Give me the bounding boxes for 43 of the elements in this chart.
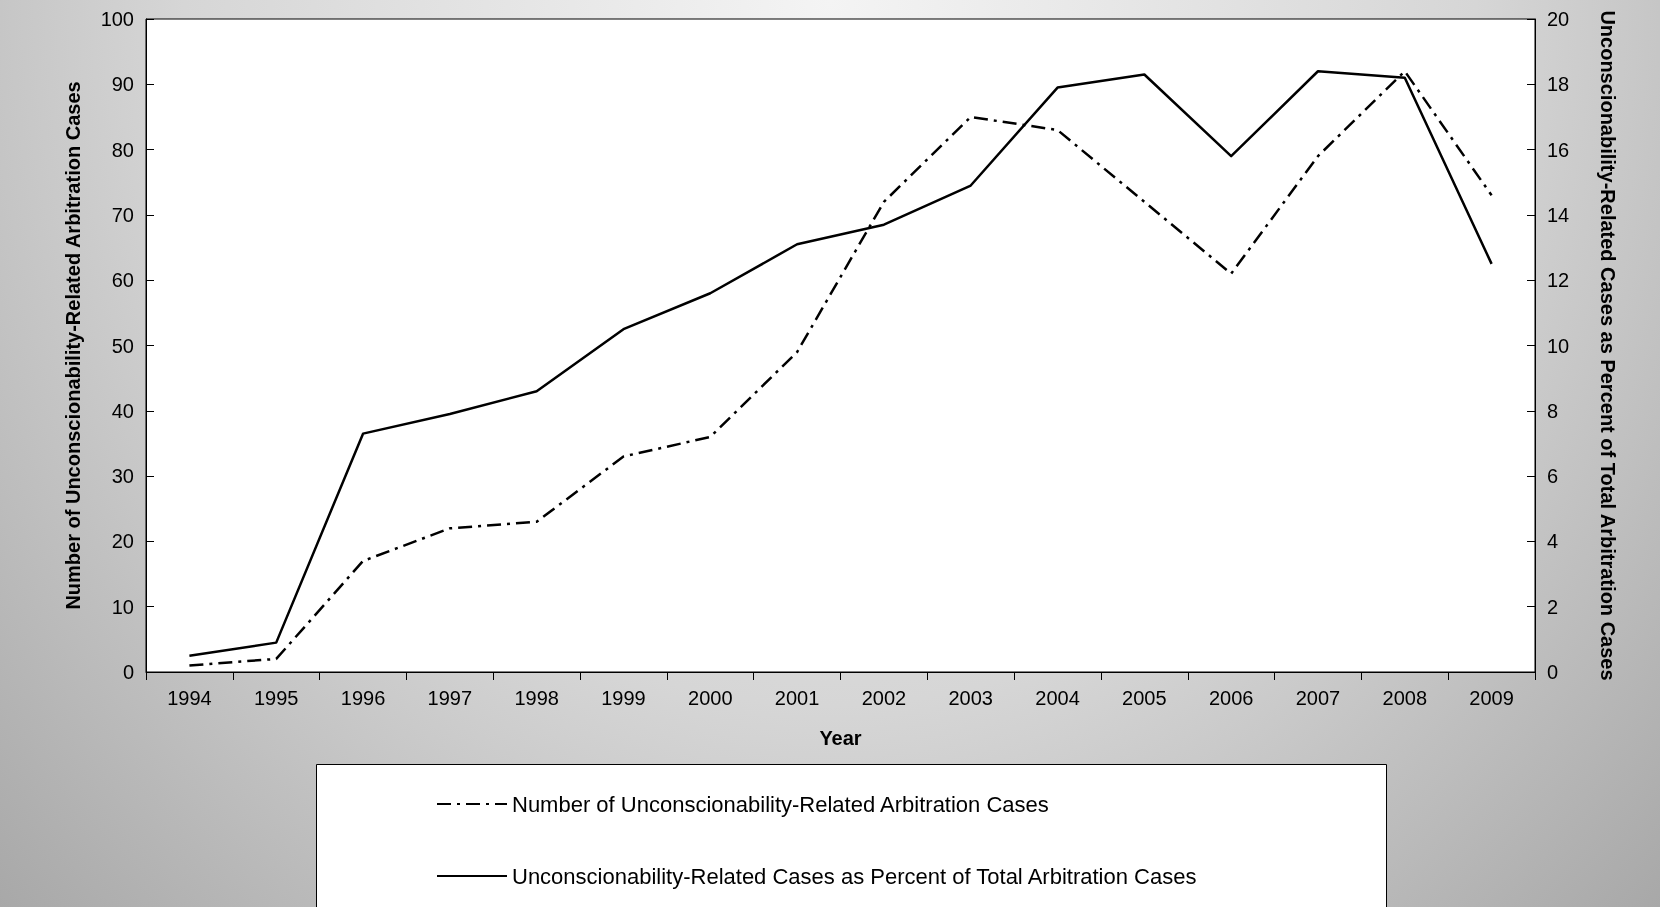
x-axis-title: Year bbox=[819, 727, 862, 749]
y-tick-label: 10 bbox=[111, 595, 134, 618]
x-tick-label: 2002 bbox=[861, 687, 907, 709]
y2-axis-title: Unconscionability-Related Cases as Percent of Total Arbitration Cases bbox=[1597, 10, 1619, 681]
x-tick-label: 2005 bbox=[1122, 687, 1167, 709]
y-tick-label: 0 bbox=[122, 661, 134, 683]
y-axis-title: Number of Unconscionability-Related Arbitration Cases bbox=[62, 81, 84, 610]
y2-tick-label: 20 bbox=[1547, 8, 1570, 30]
x-tick-label: 1996 bbox=[340, 687, 386, 709]
y-tick-label: 50 bbox=[111, 334, 134, 357]
y-tick-label: 100 bbox=[100, 8, 134, 30]
legend-label: Number of Unconscionability-Related Arbitration Cases bbox=[512, 791, 1049, 817]
y2-tick-label: 0 bbox=[1547, 661, 1559, 683]
y2-tick-label: 2 bbox=[1547, 595, 1559, 618]
x-tick-label: 2007 bbox=[1295, 687, 1341, 709]
y-tick-label: 30 bbox=[111, 465, 134, 488]
x-tick-label: 2000 bbox=[688, 687, 733, 709]
x-tick-label: 1998 bbox=[514, 687, 559, 709]
y2-tick-label: 12 bbox=[1547, 269, 1570, 292]
x-tick-label: 1995 bbox=[253, 687, 299, 709]
y-tick-label: 70 bbox=[111, 203, 134, 226]
y-tick-label: 90 bbox=[111, 73, 134, 96]
y2-tick-label: 4 bbox=[1547, 530, 1559, 553]
x-tick-label: 1997 bbox=[427, 687, 473, 709]
x-tick-label: 1994 bbox=[167, 687, 212, 709]
y2-tick-label: 14 bbox=[1547, 203, 1570, 226]
y-tick-label: 60 bbox=[111, 269, 134, 292]
x-tick-label: 2006 bbox=[1208, 687, 1254, 709]
legend-label: Unconscionability-Related Cases as Percent of Total Arbitration Cases bbox=[512, 863, 1197, 889]
x-tick-label: 2008 bbox=[1382, 687, 1428, 709]
x-tick-label: 2009 bbox=[1469, 687, 1514, 709]
y2-tick-label: 10 bbox=[1547, 334, 1570, 357]
x-tick-label: 1999 bbox=[601, 687, 646, 709]
y-tick-label: 80 bbox=[111, 138, 134, 161]
y2-tick-label: 6 bbox=[1547, 465, 1559, 488]
y-tick-label: 40 bbox=[111, 399, 134, 422]
x-tick-label: 2004 bbox=[1035, 687, 1080, 709]
x-tick-label: 2003 bbox=[948, 687, 993, 709]
y2-tick-label: 8 bbox=[1547, 399, 1559, 422]
y2-tick-label: 16 bbox=[1547, 138, 1570, 161]
x-tick-label: 2001 bbox=[774, 687, 820, 709]
y2-tick-label: 18 bbox=[1547, 73, 1570, 96]
y-tick-label: 20 bbox=[111, 530, 134, 553]
